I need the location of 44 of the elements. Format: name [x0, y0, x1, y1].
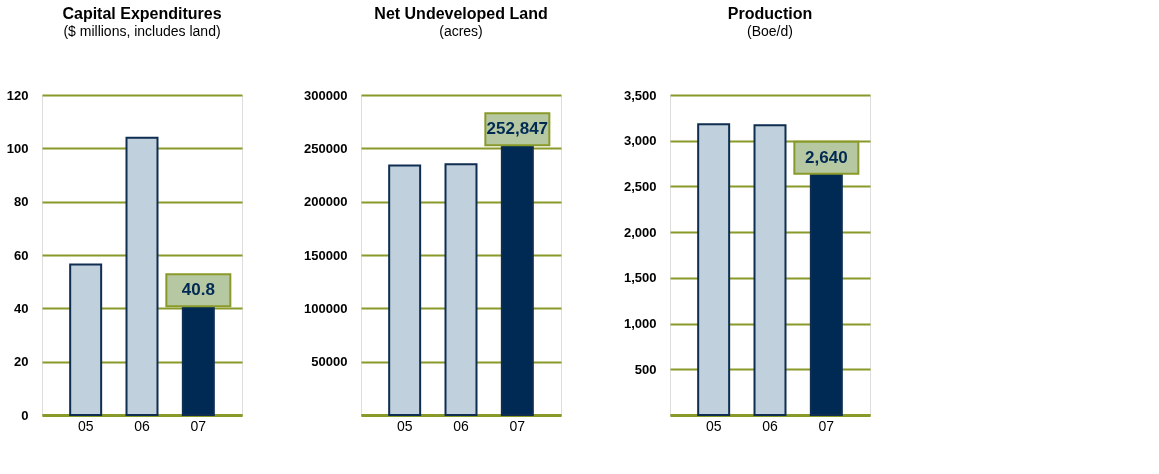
y-tick-label: 120 [6, 87, 29, 103]
x-tick-label: 05 [396, 417, 413, 434]
bar [388, 164, 422, 416]
x-tick-label: 07 [190, 417, 207, 434]
y-tick-label: 300000 [304, 87, 348, 103]
bar [69, 263, 103, 416]
y-tick-label: 3,500 [623, 87, 657, 103]
y-tick-label: 200000 [304, 194, 348, 210]
y-tick-label: 1,000 [623, 316, 657, 332]
y-tick-label: 0 [21, 407, 29, 423]
y-tick-label: 100000 [304, 300, 348, 316]
y-tick-label: 250000 [304, 140, 348, 156]
data-label: 40.8 [181, 280, 215, 300]
y-tick-label: 80 [14, 194, 29, 210]
y-tick-label: 150000 [304, 247, 348, 263]
x-tick-label: 06 [134, 417, 150, 434]
bar [753, 124, 787, 416]
bar [125, 136, 159, 416]
chart-title: Production [727, 5, 813, 22]
x-tick-label: 06 [762, 417, 778, 434]
x-tick-label: 06 [453, 417, 469, 434]
chart-subtitle: (Boe/d) [747, 23, 793, 39]
y-tick-label: 2,000 [623, 224, 657, 240]
x-tick-label: 05 [77, 417, 94, 434]
y-tick-label: 2,500 [623, 178, 657, 194]
y-tick-label: 40 [14, 300, 29, 316]
y-tick-label: 60 [14, 247, 29, 263]
chart-subtitle: ($ millions, includes land) [63, 23, 221, 39]
y-tick-label: 50000 [311, 354, 348, 370]
y-tick-label: 3,000 [623, 133, 657, 149]
y-tick-label: 20 [14, 354, 29, 370]
x-tick-label: 07 [509, 417, 526, 434]
data-label: 252,847 [486, 119, 549, 139]
bar [697, 123, 731, 416]
chart-title: Capital Expenditures [62, 5, 222, 22]
y-tick-label: 500 [634, 361, 657, 377]
bar [444, 163, 478, 416]
chart-title: Net Undeveloped Land [374, 5, 548, 22]
x-tick-label: 05 [705, 417, 722, 434]
y-tick-label: 100 [6, 140, 29, 156]
x-tick-label: 07 [818, 417, 835, 434]
y-tick-label: 1,500 [623, 270, 657, 286]
data-label: 2,640 [805, 147, 848, 167]
chart-subtitle: (acres) [439, 23, 483, 39]
